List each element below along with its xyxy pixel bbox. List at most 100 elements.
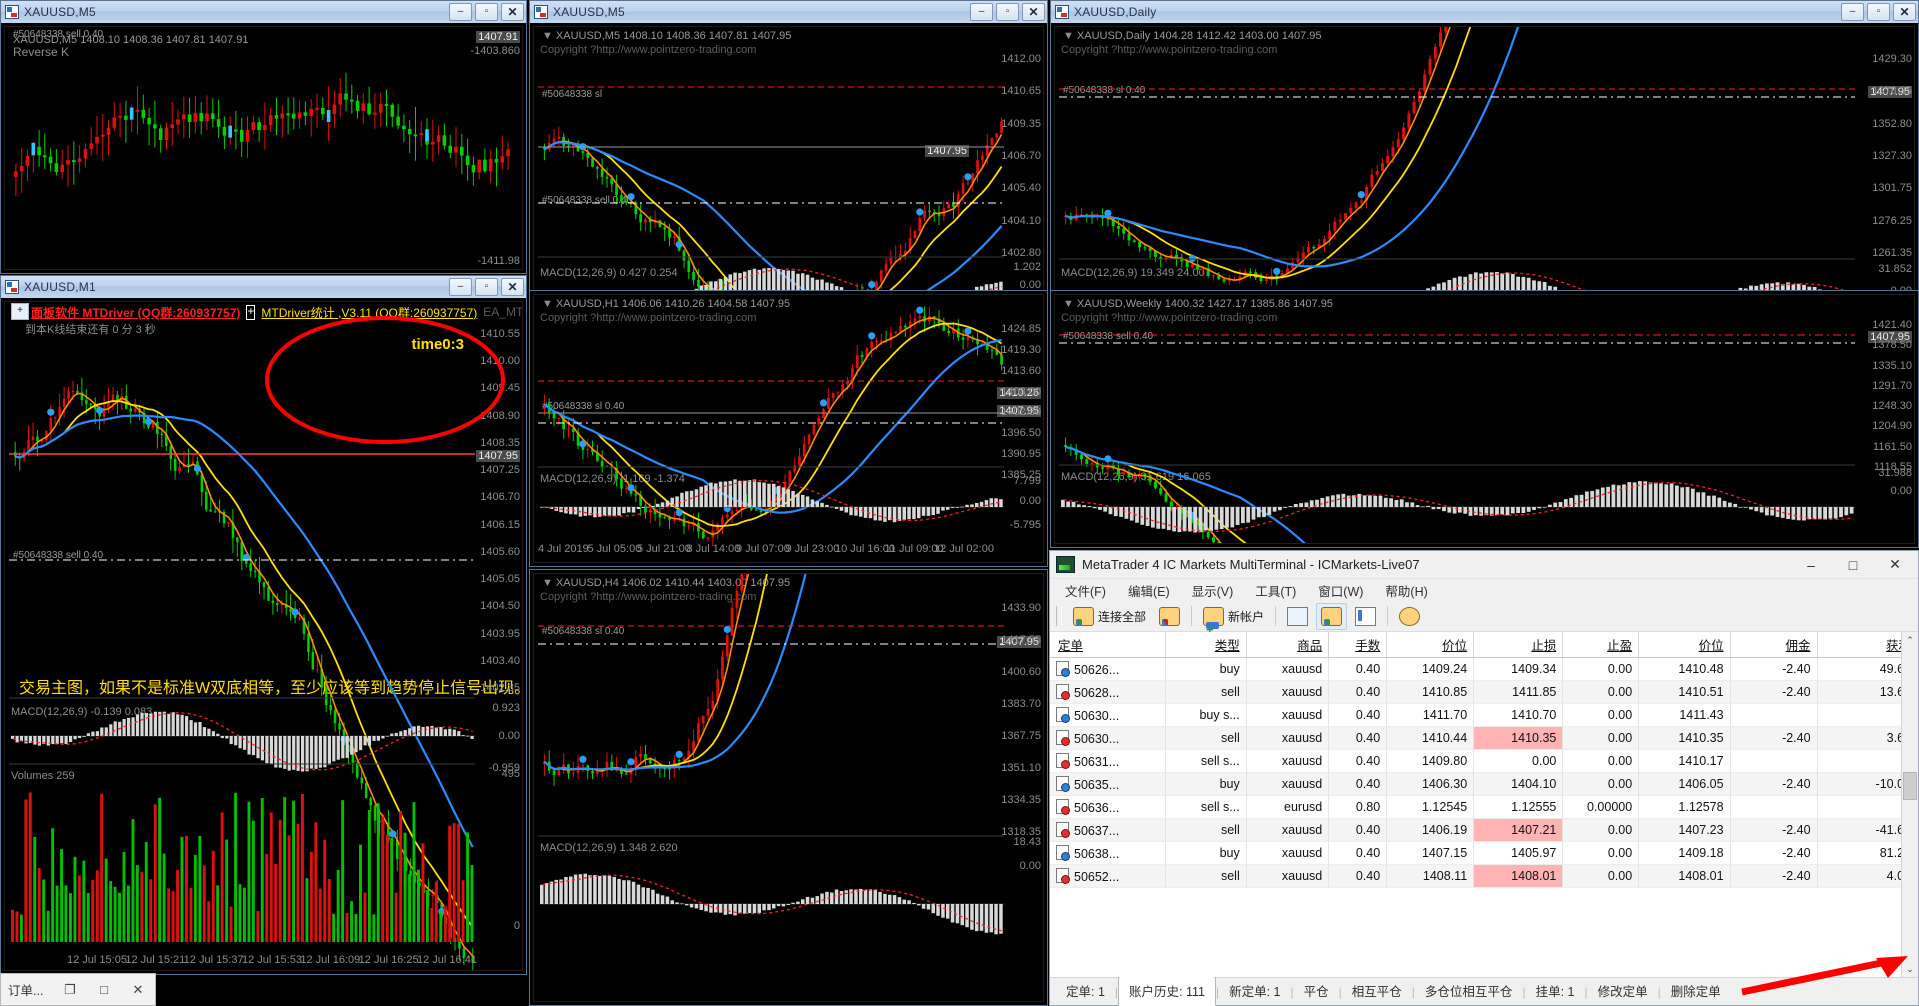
- cell-sl[interactable]: 1409.34: [1473, 657, 1564, 681]
- menu-item-4[interactable]: 窗口(W): [1318, 584, 1364, 599]
- cell-lots[interactable]: 0.40: [1328, 818, 1388, 842]
- column-header-0[interactable]: 定单: [1050, 632, 1167, 658]
- restore-button[interactable]: ❐: [64, 981, 76, 997]
- chart-body[interactable]: ▼ XAUUSD,M5 1408.10 1408.36 1407.81 1407.…: [530, 23, 1047, 339]
- close-button[interactable]: ✕: [1889, 556, 1901, 572]
- cell-type[interactable]: sell: [1165, 726, 1247, 750]
- restore-button[interactable]: ▫: [475, 3, 498, 21]
- table-row[interactable]: 50630... buy s... xauusd 0.40 1411.70 1410.70…: [1050, 703, 1918, 727]
- chart-pane[interactable]: #50648338 sell 0.40 XAUUSD,M5 1408.10 14…: [4, 26, 523, 270]
- chart-window-weekly[interactable]: ▼ XAUUSD,Weekly 1400.32 1427.17 1385.86 1…: [1050, 290, 1919, 548]
- titlebar[interactable]: XAUUSD,M5 – ▫ ✕: [530, 1, 1047, 24]
- taskbar-fragment[interactable]: 订单... ❐ □ ✕: [0, 973, 156, 1006]
- cell-symbol[interactable]: xauusd: [1246, 864, 1330, 888]
- bottom-tabs[interactable]: 定单: 1 | 账户历史: 111 | 新定单: 1 | 平仓 | 相互平仓 | 多仓位相互平仓 | 挂…: [1050, 976, 1918, 1006]
- table-row[interactable]: 50636... sell s... eurusd 0.80 1.12545 1.1255…: [1050, 795, 1918, 819]
- list-button[interactable]: [1350, 603, 1381, 630]
- column-header-5[interactable]: 止损: [1473, 632, 1564, 658]
- titlebar[interactable]: XAUUSD,M5 – ▫ ✕: [1, 1, 526, 24]
- cell-current[interactable]: 1406.05: [1638, 772, 1731, 796]
- cell-current[interactable]: 1409.18: [1638, 841, 1731, 865]
- cell-price[interactable]: 1.12545: [1386, 795, 1475, 819]
- cell-current[interactable]: 1410.35: [1638, 726, 1731, 750]
- window-buttons[interactable]: – ▫ ✕: [449, 3, 524, 21]
- close-button[interactable]: ✕: [132, 981, 144, 997]
- window-buttons[interactable]: – ▫ ✕: [1841, 3, 1916, 21]
- table-row[interactable]: 50635... buy xauusd 0.40 1406.30 1404.10 0.00 1…: [1050, 772, 1918, 796]
- titlebar[interactable]: XAUUSD,Daily – ▫ ✕: [1051, 1, 1918, 24]
- toolbar[interactable]: 连接全部 新帐户: [1050, 601, 1918, 632]
- cell-tp[interactable]: 0.00: [1562, 657, 1640, 681]
- cell-sl[interactable]: 0.00: [1473, 749, 1564, 773]
- column-header-6[interactable]: 止盈: [1562, 632, 1640, 658]
- cell-order[interactable]: 50628...: [1050, 680, 1167, 704]
- cell-symbol[interactable]: xauusd: [1246, 772, 1330, 796]
- cell-commission[interactable]: -2.40: [1730, 864, 1818, 888]
- cell-profit[interactable]: 4.00: [1817, 864, 1918, 888]
- cell-symbol[interactable]: xauusd: [1246, 818, 1330, 842]
- table-row[interactable]: 50652... sell xauusd 0.40 1408.11 1408.01 0.00…: [1050, 864, 1918, 888]
- cell-commission[interactable]: -2.40: [1730, 657, 1818, 681]
- cell-current[interactable]: 1411.43: [1638, 703, 1731, 727]
- cell-symbol[interactable]: xauusd: [1246, 726, 1330, 750]
- cell-order[interactable]: 50636...: [1050, 795, 1167, 819]
- cell-type[interactable]: sell: [1165, 864, 1247, 888]
- chart-body[interactable]: #50648338 sell 0.40 XAUUSD,M5 1408.10 14…: [1, 23, 526, 273]
- cell-type[interactable]: sell s...: [1165, 749, 1247, 773]
- chart-pane[interactable]: ▼ XAUUSD,H1 1406.06 1410.26 1404.58 1407.…: [533, 294, 1044, 563]
- chart-window-h4[interactable]: ▼ XAUUSD,H4 1406.02 1410.44 1403.00 1407.…: [529, 569, 1048, 1006]
- menu-item-1[interactable]: 编辑(E): [1127, 584, 1170, 599]
- cell-lots[interactable]: 0.40: [1328, 841, 1388, 865]
- cell-symbol[interactable]: eurusd: [1246, 795, 1330, 819]
- tab-5[interactable]: 多仓位相互平仓: [1424, 985, 1513, 999]
- cell-commission[interactable]: [1730, 749, 1818, 773]
- cell-lots[interactable]: 0.40: [1328, 657, 1388, 681]
- cell-price[interactable]: 1406.19: [1386, 818, 1475, 842]
- cell-order[interactable]: 50652...: [1050, 864, 1167, 888]
- cell-commission[interactable]: -2.40: [1730, 726, 1818, 750]
- cell-current[interactable]: 1410.51: [1638, 680, 1731, 704]
- cell-tp[interactable]: 0.00: [1562, 864, 1640, 888]
- chart-body[interactable]: ▼ XAUUSD,H1 1406.06 1410.26 1404.58 1407.…: [530, 291, 1047, 566]
- cell-order[interactable]: 50637...: [1050, 818, 1167, 842]
- minimize-button[interactable]: –: [1841, 3, 1864, 21]
- tab-1[interactable]: 账户历史: 111: [1118, 976, 1216, 1006]
- cell-commission[interactable]: [1730, 703, 1818, 727]
- column-header-4[interactable]: 价位: [1386, 632, 1475, 658]
- cell-current[interactable]: 1.12578: [1638, 795, 1731, 819]
- scroll-up-button[interactable]: ⌃: [1906, 634, 1914, 645]
- cell-tp[interactable]: 0.00: [1562, 772, 1640, 796]
- table-row[interactable]: 50631... sell s... xauusd 0.40 1409.80 0.00 0.…: [1050, 749, 1918, 773]
- table-row[interactable]: 50637... sell xauusd 0.40 1406.19 1407.21 0.00…: [1050, 818, 1918, 842]
- accounts-button[interactable]: [1316, 602, 1348, 630]
- chart-pane[interactable]: ▼ XAUUSD,H4 1406.02 1410.44 1403.00 1407.…: [533, 573, 1044, 1002]
- table-row[interactable]: 50630... sell xauusd 0.40 1410.44 1410.35 0.00…: [1050, 726, 1918, 750]
- cell-type[interactable]: sell: [1165, 818, 1247, 842]
- cell-price[interactable]: 1409.24: [1386, 657, 1475, 681]
- cell-order[interactable]: 50638...: [1050, 841, 1167, 865]
- cell-tp[interactable]: 0.00: [1562, 749, 1640, 773]
- window-buttons[interactable]: – ▫ ✕: [449, 278, 524, 296]
- chart-body[interactable]: + 面板软件 MTDriver (QQ群:260937757) + MTDriv…: [1, 298, 526, 974]
- cell-tp[interactable]: 0.00: [1562, 818, 1640, 842]
- orders-table[interactable]: 定单 类型 商品 手数 价位 止损 止盈 价位 佣金 获利 50626... buy xauusd 0.…: [1050, 632, 1918, 888]
- menu-item-0[interactable]: 文件(F): [1065, 584, 1106, 599]
- cell-type[interactable]: sell: [1165, 680, 1247, 704]
- chart-window-h1[interactable]: ▼ XAUUSD,H1 1406.06 1410.26 1404.58 1407.…: [529, 290, 1048, 567]
- settings-button[interactable]: [1394, 603, 1425, 630]
- restore-button[interactable]: ▫: [1867, 3, 1890, 21]
- minimize-button[interactable]: –: [449, 278, 472, 296]
- column-header-3[interactable]: 手数: [1328, 632, 1388, 658]
- cell-symbol[interactable]: xauusd: [1246, 703, 1330, 727]
- cell-order[interactable]: 50630...: [1050, 726, 1167, 750]
- cell-price[interactable]: 1410.44: [1386, 726, 1475, 750]
- plus-icon[interactable]: +: [246, 303, 256, 320]
- orders-table-container[interactable]: 定单 类型 商品 手数 价位 止损 止盈 价位 佣金 获利 50626... buy xauusd 0.…: [1050, 632, 1918, 977]
- cell-sl[interactable]: 1.12555: [1473, 795, 1564, 819]
- minimize-button[interactable]: –: [1807, 556, 1815, 573]
- cell-commission[interactable]: -2.40: [1730, 772, 1818, 796]
- table-row[interactable]: 50626... buy xauusd 0.40 1409.24 1409.34 0.00 1…: [1050, 657, 1918, 681]
- cell-sl[interactable]: 1410.35: [1473, 726, 1564, 750]
- menu-item-5[interactable]: 帮助(H): [1385, 584, 1428, 599]
- trade-button[interactable]: [1282, 603, 1313, 630]
